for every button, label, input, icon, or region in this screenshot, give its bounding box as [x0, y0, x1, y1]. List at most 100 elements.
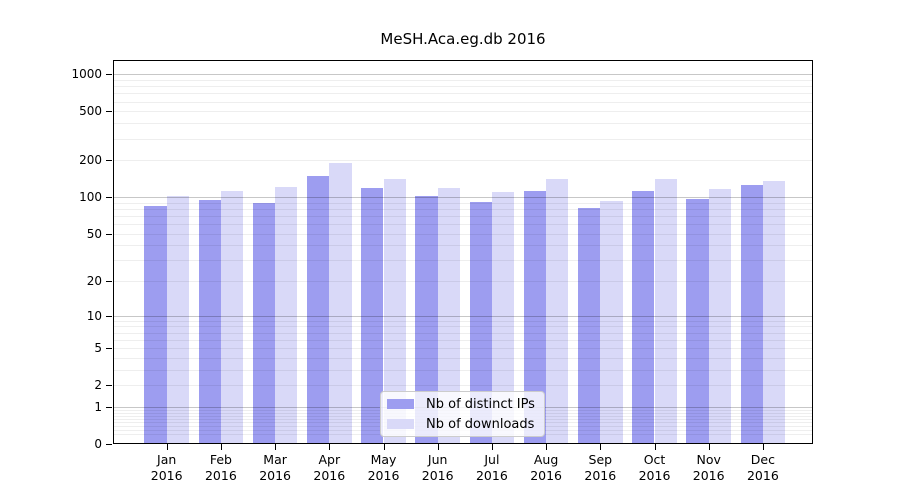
- gridline-minor: [114, 357, 812, 359]
- gridline-minor: [114, 123, 812, 125]
- bar-downloads-dec-2016: [762, 180, 786, 444]
- x-tick-label-sep: Sep 2016: [584, 452, 617, 483]
- x-tick-mark: [600, 444, 602, 450]
- x-tick-mark: [383, 444, 385, 450]
- gridline-minor: [114, 233, 812, 235]
- bar-distinct-ips-jun-2016: [415, 195, 438, 444]
- bar-distinct-ips-aug-2016: [523, 191, 547, 444]
- y-tick-label-1: 1: [94, 399, 102, 414]
- y-tick-mark: [106, 385, 112, 387]
- y-tick-label-20: 20: [86, 274, 102, 289]
- x-tick-label-feb: Feb 2016: [204, 452, 237, 483]
- x-tick-mark: [220, 444, 222, 450]
- gridline-minor: [114, 326, 812, 328]
- y-tick-mark: [106, 233, 112, 235]
- bar-distinct-ips-may-2016: [361, 188, 384, 444]
- gridline-minor: [114, 281, 812, 283]
- gridline-minor: [114, 80, 812, 81]
- y-tick-label-500: 500: [79, 104, 102, 119]
- gridline-minor: [114, 160, 812, 162]
- bar-downloads-nov-2016: [708, 188, 732, 444]
- bar-distinct-ips-sep-2016: [577, 207, 601, 444]
- legend-label-downloads: Nb of downloads: [426, 416, 535, 432]
- y-tick-mark: [106, 315, 112, 317]
- bar-distinct-ips-jul-2016: [469, 202, 492, 444]
- y-tick-mark: [106, 281, 112, 283]
- bar-distinct-ips-dec-2016: [740, 184, 763, 444]
- x-tick-label-jul: Jul 2016: [475, 452, 508, 483]
- bar-distinct-ips-mar-2016: [252, 203, 276, 444]
- gridline-minor: [114, 101, 812, 103]
- gridline-minor: [114, 339, 812, 341]
- bar-distinct-ips-feb-2016: [198, 200, 221, 444]
- legend-item-distinct-ips: Nb of distinct IPs: [387, 397, 536, 412]
- legend-swatch-downloads: [387, 419, 414, 429]
- bar-distinct-ips-jan-2016: [144, 206, 167, 444]
- gridline-minor: [114, 369, 812, 371]
- gridline-minor: [114, 202, 812, 204]
- x-tick-label-dec: Dec 2016: [746, 452, 779, 483]
- bar-downloads-sep-2016: [600, 200, 623, 444]
- x-tick-label-oct: Oct 2016: [638, 452, 671, 483]
- gridline-minor: [114, 245, 812, 247]
- chart-title: MeSH.Aca.eg.db 2016: [380, 30, 546, 48]
- y-tick-mark: [106, 197, 112, 199]
- x-tick-label-jan: Jan 2016: [150, 452, 183, 483]
- legend-item-downloads: Nb of downloads: [387, 417, 536, 432]
- bar-downloads-oct-2016: [654, 178, 677, 444]
- x-tick-mark: [275, 444, 277, 450]
- x-tick-label-mar: Mar 2016: [259, 452, 291, 483]
- gridline-minor: [114, 320, 812, 322]
- x-tick-mark: [762, 444, 764, 450]
- gridline-minor: [114, 348, 812, 350]
- gridline-minor: [114, 86, 812, 88]
- x-tick-label-aug: Aug 2016: [530, 452, 562, 483]
- x-tick-mark: [166, 444, 168, 450]
- gridline-major: [114, 197, 812, 199]
- bar-downloads-jun-2016: [437, 188, 461, 444]
- x-tick-mark: [708, 444, 710, 450]
- bar-downloads-may-2016: [383, 179, 406, 444]
- x-tick-mark: [491, 444, 493, 450]
- y-tick-label-0: 0: [94, 437, 102, 451]
- y-tick-label-50: 50: [86, 226, 102, 241]
- gridline-minor: [114, 215, 812, 217]
- bar-distinct-ips-apr-2016: [306, 175, 330, 444]
- y-tick-label-200: 200: [79, 153, 102, 168]
- x-tick-mark: [437, 444, 439, 450]
- x-tick-mark: [654, 444, 656, 450]
- bar-distinct-ips-nov-2016: [686, 198, 709, 444]
- bar-downloads-jul-2016: [491, 192, 515, 444]
- y-tick-mark: [106, 348, 112, 350]
- x-tick-mark: [329, 444, 331, 450]
- y-tick-label-2: 2: [94, 378, 102, 393]
- y-tick-label-1000: 1000: [71, 67, 102, 82]
- y-tick-mark: [106, 74, 112, 76]
- bar-downloads-mar-2016: [275, 186, 298, 444]
- gridline-minor: [114, 93, 812, 95]
- y-tick-label-10: 10: [86, 308, 102, 323]
- y-tick-label-100: 100: [79, 190, 102, 205]
- legend-swatch-distinct-ips: [387, 399, 414, 409]
- x-tick-label-may: May 2016: [367, 452, 400, 483]
- y-tick-mark: [106, 160, 112, 162]
- x-tick-label-jun: Jun 2016: [421, 452, 454, 483]
- x-tick-mark: [546, 444, 548, 450]
- y-tick-mark: [106, 444, 112, 445]
- legend-label-distinct-ips: Nb of distinct IPs: [426, 396, 535, 412]
- gridline-minor: [114, 111, 812, 113]
- gridline-minor: [114, 138, 812, 140]
- bar-downloads-aug-2016: [546, 178, 569, 444]
- gridline-major: [114, 74, 812, 76]
- bar-downloads-apr-2016: [329, 163, 352, 444]
- gridline-minor: [114, 208, 812, 210]
- y-tick-label-5: 5: [94, 341, 102, 356]
- y-tick-mark: [106, 111, 112, 113]
- bar-downloads-feb-2016: [220, 190, 244, 444]
- bar-distinct-ips-oct-2016: [632, 191, 655, 444]
- gridline-minor: [114, 224, 812, 226]
- gridline-minor: [114, 260, 812, 262]
- x-tick-label-apr: Apr 2016: [313, 452, 346, 483]
- x-tick-label-nov: Nov 2016: [692, 452, 725, 483]
- gridline-minor: [114, 332, 812, 334]
